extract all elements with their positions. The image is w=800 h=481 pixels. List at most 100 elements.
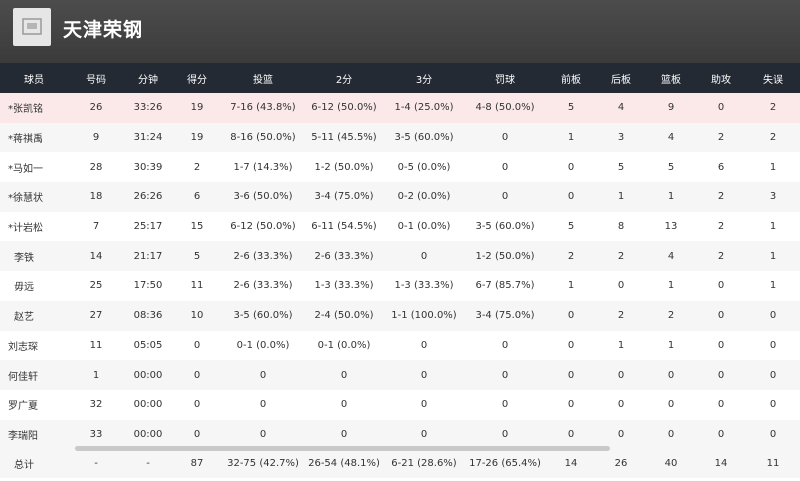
stat-cell: 0 bbox=[259, 428, 267, 440]
stat-cell: 0 bbox=[617, 399, 625, 411]
stat-cell: 0 bbox=[567, 161, 575, 173]
table-row[interactable]: *蒋祺禹 9 31:24 19 8-16 (50.0%) 5-11 (45.5%) 3-5 … bbox=[0, 122, 800, 153]
total-cell: 26-54 (48.1%) bbox=[308, 458, 380, 470]
player-name: *蒋祺禹 bbox=[8, 134, 43, 146]
column-header: 罚球 bbox=[495, 74, 515, 86]
stat-cell: 0 bbox=[501, 399, 509, 411]
stat-cell: 0 bbox=[717, 399, 725, 411]
stat-cell: 08:36 bbox=[133, 310, 163, 322]
total-cell: 87 bbox=[190, 458, 204, 470]
stat-cell: 7-16 (43.8%) bbox=[230, 102, 296, 114]
stat-cell: 0 bbox=[193, 339, 201, 351]
stat-cell: 4 bbox=[617, 102, 625, 114]
stat-cell: 17:50 bbox=[133, 280, 163, 292]
stat-cell: 0-2 (0.0%) bbox=[397, 191, 451, 203]
column-header: 号码 bbox=[86, 74, 106, 86]
table-row[interactable]: 何佳轩 1 00:00 0 0 0 0 0 0 0 0 0 0 bbox=[0, 360, 800, 390]
table-row[interactable]: *张凯铭 26 33:26 19 7-16 (43.8%) 6-12 (50.0%) 1-4… bbox=[0, 93, 800, 123]
stat-cell: 0 bbox=[567, 310, 575, 322]
stat-cell: 0 bbox=[769, 399, 777, 411]
stat-cell: 0-1 (0.0%) bbox=[397, 221, 451, 233]
stat-cell: 0 bbox=[617, 369, 625, 381]
stat-cell: 2-6 (33.3%) bbox=[233, 280, 293, 292]
stat-cell: 0 bbox=[259, 369, 267, 381]
table-row[interactable]: *马如一 28 30:39 2 1-7 (14.3%) 1-2 (50.0%) 0-5 (0… bbox=[0, 152, 800, 183]
stat-cell: 30:39 bbox=[133, 161, 163, 173]
stat-cell: 2 bbox=[717, 132, 725, 144]
stat-cell: 2 bbox=[769, 132, 777, 144]
stat-cell: 1-3 (33.3%) bbox=[314, 280, 374, 292]
stat-cell: 0 bbox=[501, 161, 509, 173]
stat-cell: 0 bbox=[340, 428, 348, 440]
stat-cell: 0 bbox=[717, 280, 725, 292]
stat-cell: 00:00 bbox=[133, 399, 163, 411]
stat-cell: 0 bbox=[501, 132, 509, 144]
stat-cell: 3-4 (75.0%) bbox=[475, 310, 535, 322]
column-header: 投篮 bbox=[253, 74, 273, 86]
table-row[interactable]: *徐慧状 18 26:26 6 3-6 (50.0%) 3-4 (75.0%) 0-2 (0… bbox=[0, 182, 800, 212]
stat-cell: 2 bbox=[717, 191, 725, 203]
table-row[interactable]: 李铁 14 21:17 5 2-6 (33.3%) 2-6 (33.3%) 0 1-2 (50… bbox=[0, 241, 800, 272]
stat-cell: 0 bbox=[420, 339, 428, 351]
stat-cell: 2 bbox=[617, 310, 625, 322]
column-header: 前板 bbox=[561, 74, 581, 86]
table-row[interactable]: 李瑞阳 33 00:00 0 0 0 0 0 0 0 0 0 0 bbox=[0, 419, 800, 450]
table-row[interactable]: 罗广夏 32 00:00 0 0 0 0 0 0 0 0 0 0 bbox=[0, 389, 800, 420]
stat-cell: 1 bbox=[769, 221, 777, 233]
stats-table: 球员 号码 分钟 得分 投篮 2分 3分 罚球 前板 后板 篮板 助攻 失误 *张凯铭 26 33:26 19… bbox=[0, 63, 800, 479]
stat-cell: 0 bbox=[501, 428, 509, 440]
stat-cell: 0-1 (0.0%) bbox=[236, 339, 290, 351]
column-header: 后板 bbox=[611, 74, 631, 86]
stat-cell: 6-7 (85.7%) bbox=[475, 280, 535, 292]
total-cell: 32-75 (42.7%) bbox=[227, 458, 299, 470]
stat-cell: 27 bbox=[89, 310, 103, 322]
stat-cell: 14 bbox=[89, 250, 103, 262]
table-row[interactable]: 毋远 25 17:50 11 2-6 (33.3%) 1-3 (33.3%) 1-3 (33… bbox=[0, 271, 800, 301]
stat-cell: 8 bbox=[617, 221, 625, 233]
stat-cell: 0 bbox=[567, 399, 575, 411]
team-header: 天津荣钢 bbox=[0, 0, 800, 63]
stat-cell: 0 bbox=[769, 339, 777, 351]
stat-cell: 1 bbox=[769, 280, 777, 292]
stat-cell: 2 bbox=[667, 310, 675, 322]
player-name: 何佳轩 bbox=[8, 371, 38, 383]
stat-cell: 3 bbox=[617, 132, 625, 144]
stat-cell: 0-5 (0.0%) bbox=[397, 161, 451, 173]
stat-cell: 05:05 bbox=[133, 339, 163, 351]
stat-cell: 28 bbox=[89, 161, 103, 173]
table-row[interactable]: 赵艺 27 08:36 10 3-5 (60.0%) 2-4 (50.0%) 1-1 (10… bbox=[0, 300, 800, 331]
stat-cell: 32 bbox=[89, 399, 103, 411]
stat-cell: 2 bbox=[567, 250, 575, 262]
stat-cell: 0 bbox=[769, 310, 777, 322]
team-logo-icon bbox=[13, 8, 51, 46]
stat-cell: 3-5 (60.0%) bbox=[394, 132, 454, 144]
column-header: 3分 bbox=[415, 74, 433, 86]
total-cell: 14 bbox=[564, 458, 578, 470]
stat-cell: 2-4 (50.0%) bbox=[314, 310, 374, 322]
total-cell: 40 bbox=[664, 458, 678, 470]
stat-cell: 0 bbox=[717, 339, 725, 351]
stat-cell: 4 bbox=[667, 132, 675, 144]
column-header: 球员 bbox=[24, 74, 44, 86]
stat-cell: 2 bbox=[769, 102, 777, 114]
table-row[interactable]: 刘志琛 11 05:05 0 0-1 (0.0%) 0-1 (0.0%) 0 0 0 1 1 0 0 bbox=[0, 330, 800, 361]
stat-cell: 0 bbox=[717, 310, 725, 322]
stat-cell: 1 bbox=[617, 191, 625, 203]
stat-cell: 1 bbox=[769, 250, 777, 262]
stat-cell: 0 bbox=[259, 399, 267, 411]
stat-cell: 0 bbox=[717, 369, 725, 381]
horizontal-scrollbar[interactable] bbox=[75, 446, 610, 451]
column-header: 助攻 bbox=[711, 74, 731, 86]
table-row[interactable]: *计岩松 7 25:17 15 6-12 (50.0%) 6-11 (54.5%) 0-1 … bbox=[0, 211, 800, 242]
stat-cell: 0 bbox=[667, 428, 675, 440]
stat-cell: 0 bbox=[340, 399, 348, 411]
stat-cell: 1 bbox=[567, 132, 575, 144]
team-name: 天津荣钢 bbox=[63, 19, 144, 41]
stat-cell: 1 bbox=[667, 280, 675, 292]
stat-cell: 0 bbox=[717, 428, 725, 440]
player-name: *计岩松 bbox=[8, 223, 43, 235]
stat-cell: 0 bbox=[617, 280, 625, 292]
stat-cell: 5 bbox=[567, 221, 575, 233]
stat-cell: 1 bbox=[667, 339, 675, 351]
stat-cell: 1-7 (14.3%) bbox=[233, 161, 293, 173]
